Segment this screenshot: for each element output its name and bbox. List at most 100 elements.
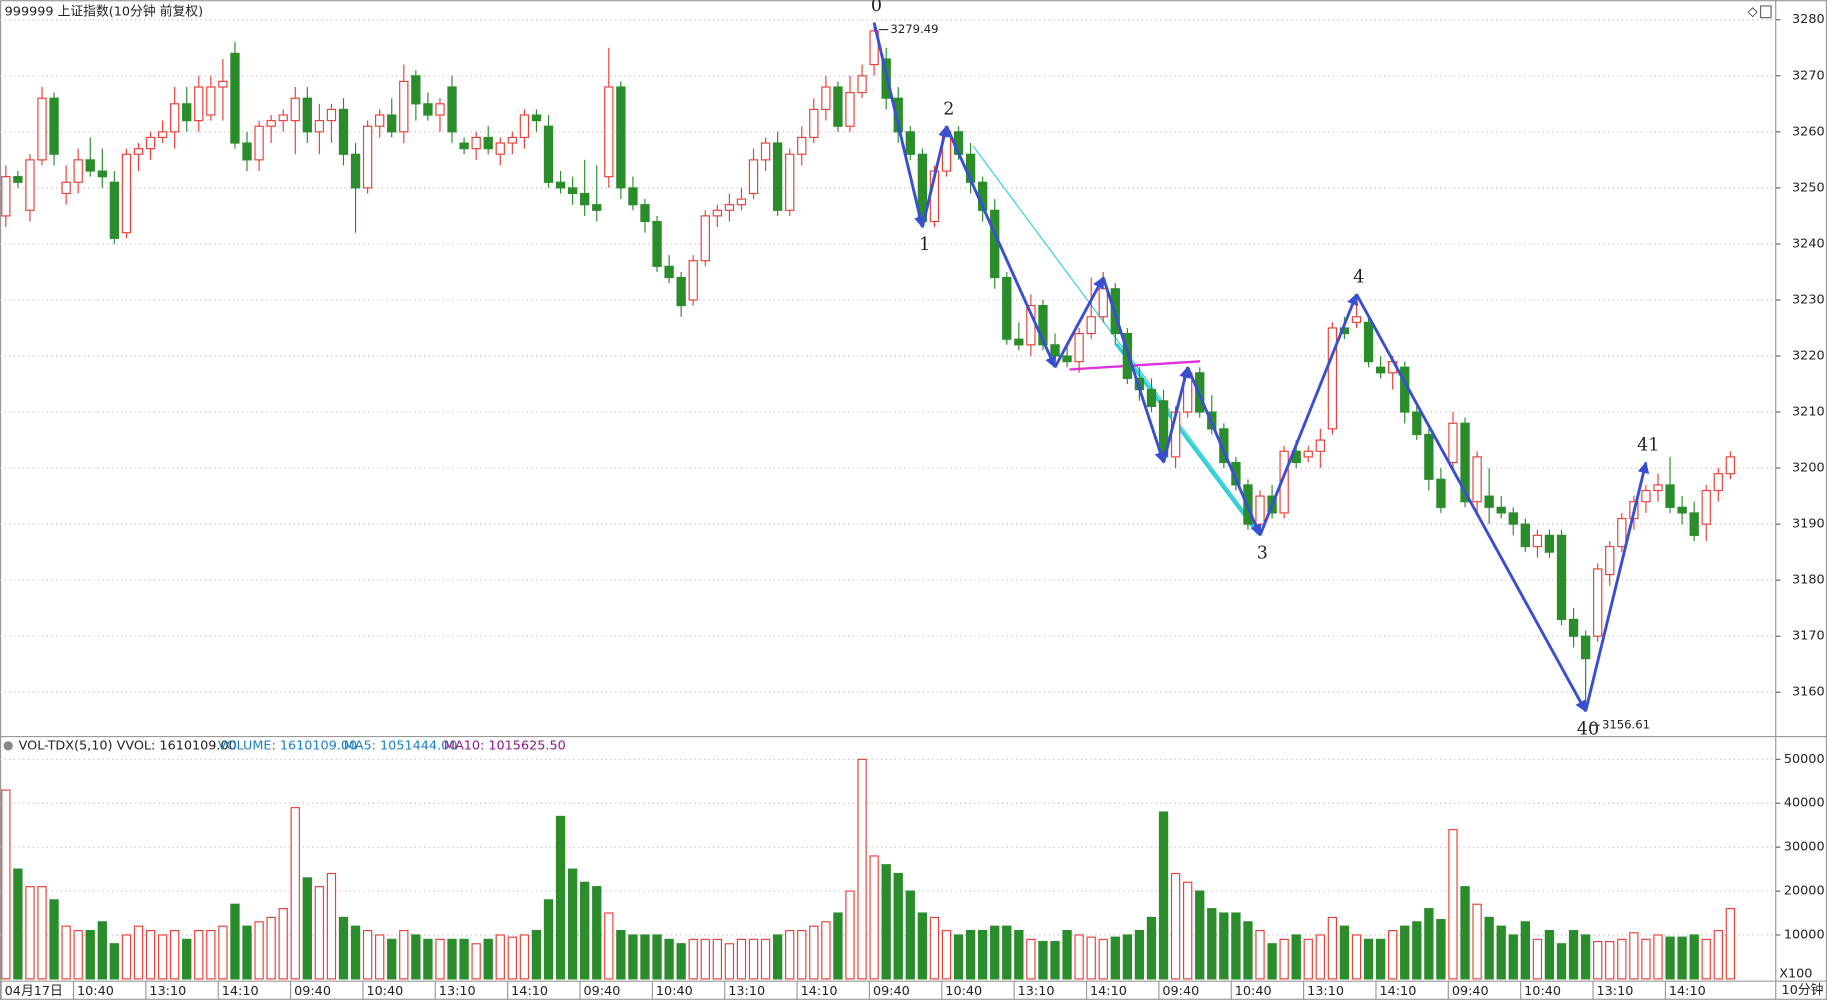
candle-body <box>893 97 903 133</box>
candle-body <box>1593 568 1603 637</box>
volume-bar <box>362 930 373 980</box>
candle-body <box>869 30 879 66</box>
wave-line <box>1355 293 1587 713</box>
candle-body <box>37 97 47 161</box>
candle-body <box>206 86 216 116</box>
candle-body <box>435 103 445 116</box>
candle-body <box>1677 506 1687 514</box>
candle-body <box>278 114 288 122</box>
volume-bar <box>604 912 614 980</box>
volume-bar <box>447 938 457 980</box>
volume-bar <box>1677 936 1687 980</box>
volume-bar <box>242 925 252 980</box>
volume-bar <box>628 934 638 980</box>
icon[interactable]: ◇ <box>1748 4 1758 19</box>
volume-bar <box>1701 938 1711 980</box>
volume-bar <box>1605 940 1615 980</box>
candle-body <box>821 86 831 111</box>
volume-bar <box>495 934 505 980</box>
volume-bar <box>977 930 988 980</box>
volume-bar <box>857 758 867 980</box>
y-tick-label: 10000 <box>1784 927 1825 942</box>
candle-body <box>1315 439 1325 452</box>
volume-bar <box>531 930 542 980</box>
volume-bar <box>1556 943 1567 980</box>
y-tick-label: 40000 <box>1784 796 1825 811</box>
volume-bar <box>483 938 493 980</box>
candle-body <box>1556 534 1567 620</box>
volume-bar <box>25 886 35 980</box>
volume-bar <box>1315 934 1325 980</box>
candle-body <box>1231 461 1241 486</box>
candle-body <box>1496 506 1506 514</box>
volume-bar <box>1026 938 1036 980</box>
candle-body <box>350 153 361 189</box>
x-tick-label: 14:10 <box>222 984 259 999</box>
y-tick-label: 3180 <box>1792 573 1825 588</box>
wave-label: 40 <box>1577 719 1599 739</box>
y-tick-label: 3280 <box>1792 12 1825 27</box>
wave-label: 4 <box>1353 268 1364 288</box>
ma10-label: MA10: 1015625.50 <box>444 738 566 753</box>
volume-bar <box>772 934 783 980</box>
unit-label: X100 <box>1779 967 1812 982</box>
volume-bar <box>254 921 264 980</box>
candle-body <box>1544 534 1555 553</box>
volume-bar <box>640 934 650 980</box>
volume-bar <box>1412 921 1422 980</box>
volume-bar <box>965 930 976 980</box>
volume-bar <box>314 886 325 980</box>
candle-body <box>483 136 493 150</box>
wave-line <box>872 22 926 229</box>
icon[interactable] <box>1760 5 1772 19</box>
volume-bar <box>278 908 288 980</box>
y-tick-label: 3230 <box>1792 292 1825 307</box>
candle-body <box>459 142 469 150</box>
candle-body <box>230 52 240 144</box>
candle-body <box>326 108 337 122</box>
candle-body <box>1351 316 1362 323</box>
candle-body <box>1701 489 1711 525</box>
x-tick-label: 14:10 <box>1090 984 1127 999</box>
x-tick-label: 14:10 <box>1669 984 1706 999</box>
volume-bar <box>736 938 747 980</box>
volume-bar <box>592 886 602 980</box>
candle-body <box>1086 316 1096 335</box>
candle-body <box>13 176 23 183</box>
volume-bar <box>1170 872 1181 980</box>
volume-bar <box>748 938 759 980</box>
candle-body <box>1375 366 1386 374</box>
volume-bar <box>471 943 481 980</box>
volume-bar <box>169 930 180 980</box>
candle-body <box>567 187 578 195</box>
volume-bar <box>700 938 710 980</box>
volume-bar <box>133 925 144 980</box>
volume-bar <box>1255 930 1265 980</box>
volume-bar <box>1484 916 1494 980</box>
volume-bar <box>49 899 59 980</box>
candle-body <box>1689 512 1699 536</box>
volume-bar <box>37 886 47 980</box>
candle-body <box>736 198 747 206</box>
candle-body <box>1665 484 1675 508</box>
candle-body <box>169 103 180 133</box>
wave-line <box>1186 366 1262 537</box>
candle-body <box>700 215 710 262</box>
volume-bar <box>375 934 385 980</box>
candle-body <box>1412 411 1422 436</box>
volume-bar <box>1062 930 1072 980</box>
icon[interactable] <box>3 741 13 751</box>
price-label: 3156.61 <box>1602 718 1650 732</box>
candle-body <box>85 159 95 172</box>
candle-body <box>1713 473 1723 492</box>
volume-bar <box>1665 936 1675 980</box>
y-tick-label: 3160 <box>1792 685 1825 700</box>
candle-body <box>845 92 855 127</box>
candle-body <box>290 97 300 122</box>
candle-body <box>1327 327 1338 430</box>
volume-bar <box>1472 903 1482 980</box>
y-tick-label: 3240 <box>1792 236 1825 251</box>
x-tick-label: 10:40 <box>77 984 114 999</box>
candle-body <box>1002 276 1012 340</box>
